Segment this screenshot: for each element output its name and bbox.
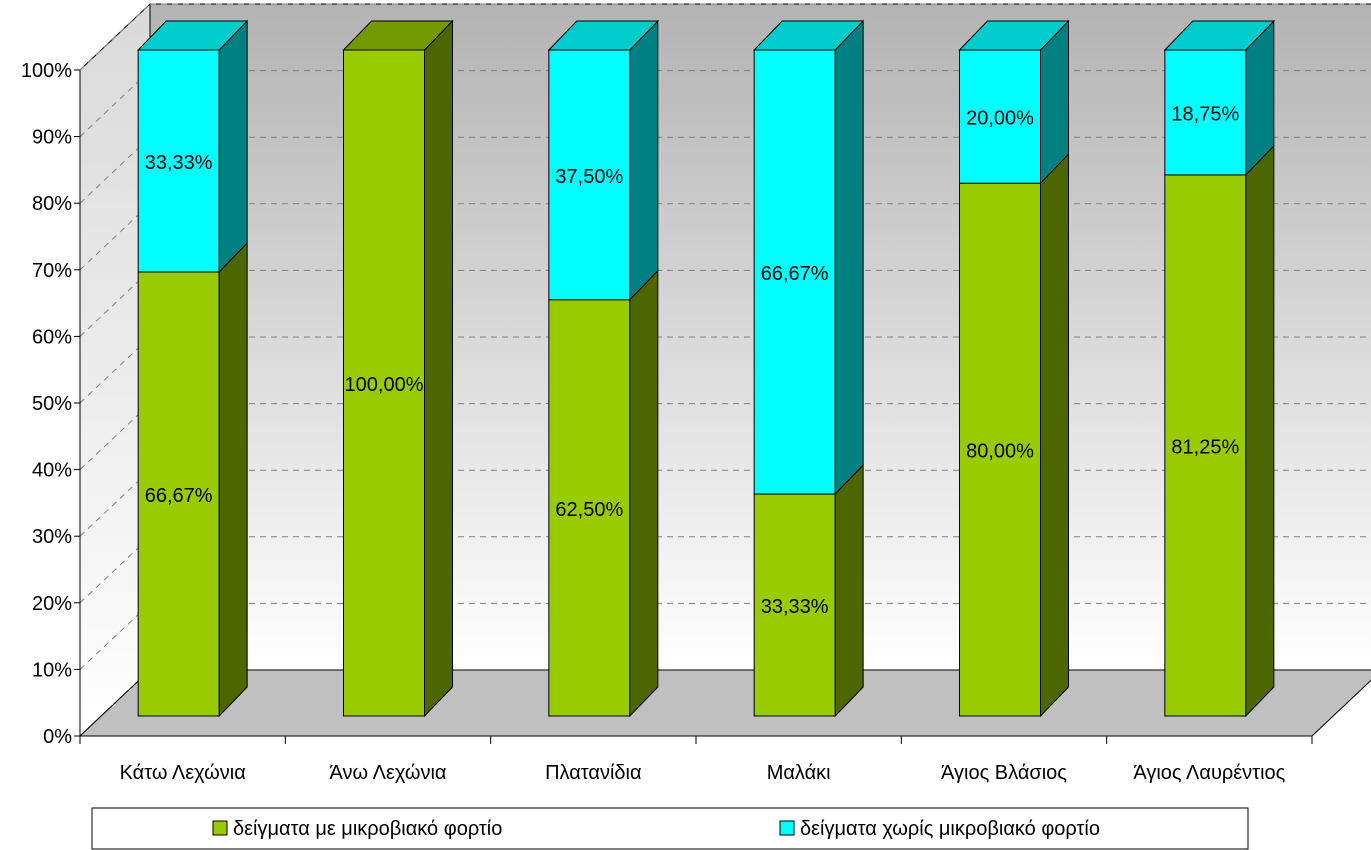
bar-front-without-load: [959, 49, 1041, 184]
y-tick-label: 40%: [32, 460, 72, 482]
data-label: 33,33%: [761, 596, 829, 618]
data-label: 37,50%: [555, 166, 623, 188]
legend-swatch: [779, 820, 795, 836]
legend: δείγματα με μικροβιακό φορτίο δείγματα χω…: [91, 807, 1249, 850]
bar-side-with-load: [1040, 152, 1069, 718]
x-tick-label: Άγιος Βλάσιος: [941, 762, 1067, 784]
data-label: 62,50%: [555, 499, 623, 521]
data-label: 33,33%: [145, 152, 213, 174]
bar-top: [752, 20, 865, 51]
data-label: 81,25%: [1171, 436, 1239, 458]
bar-side-without-load: [218, 19, 248, 274]
bar-front-without-load: [1164, 49, 1247, 176]
bars: [136, 19, 1276, 718]
bar-top: [547, 20, 660, 51]
bar-side-with-load: [629, 269, 659, 718]
bar-top: [1163, 20, 1276, 51]
x-tick-label: Άγιος Λαυρέντιος: [1133, 762, 1285, 784]
bar-side-with-load: [834, 463, 864, 718]
y-tick-label: 30%: [32, 526, 72, 548]
y-tick-label: 0%: [43, 726, 72, 748]
y-tick-label: 10%: [32, 659, 72, 681]
data-label: 80,00%: [966, 441, 1034, 463]
legend-swatch: [212, 820, 228, 836]
bar-front-without-load: [753, 49, 836, 495]
legend-label: δείγματα χωρίς μικροβιακό φορτίο: [800, 818, 1100, 840]
bar-side-with-load: [1245, 144, 1275, 718]
x-tick-label: Άνω Λεχώνια: [330, 762, 447, 784]
bar-front-with-load: [548, 299, 631, 717]
bar-top: [136, 20, 249, 51]
legend-box: [91, 807, 1249, 850]
bar-front-without-load: [137, 49, 220, 273]
x-tick-label: Πλατανίδια: [545, 762, 641, 784]
bar-front-with-load: [1164, 174, 1247, 717]
data-labels: 66,67% 33,33% 100,00% 62,50% 37,50% 33,33% 66,…: [145, 103, 1240, 618]
data-label: 20,00%: [966, 108, 1034, 130]
y-tick-label: 50%: [32, 393, 72, 415]
y-tick-label: 60%: [32, 326, 72, 348]
data-label: 18,75%: [1171, 103, 1239, 125]
bar-front-with-load: [959, 182, 1041, 717]
data-label: 100,00%: [345, 374, 424, 396]
y-tick-label: 80%: [32, 193, 72, 215]
bar-side-without-load: [629, 19, 659, 301]
data-label: 66,67%: [145, 485, 213, 507]
bar-top: [958, 20, 1070, 51]
bar-side-without-load: [834, 19, 864, 496]
bar-side-with-load: [218, 241, 248, 718]
data-label: 66,67%: [761, 263, 829, 285]
bar-side-with-load: [424, 19, 453, 718]
y-tick-label: 20%: [32, 593, 72, 615]
legend-label: δείγματα με μικροβιακό φορτίο: [233, 818, 502, 840]
y-tick-label: 70%: [32, 260, 72, 282]
y-tick-label: 90%: [32, 127, 72, 149]
x-tick-label: Μαλάκι: [767, 762, 831, 784]
axes: 0% 10% 20% 30% 40% 50% 60% 70% 80% 90% 100% Κάτω Λε…: [21, 60, 1313, 784]
bar-top: [342, 20, 454, 51]
gridline-side: [79, 3, 151, 71]
y-tick-label: 100%: [21, 60, 72, 82]
x-tick-label: Κάτω Λεχώνια: [120, 762, 246, 784]
bar-front-with-load: [343, 49, 425, 717]
bar-front-with-load: [137, 271, 220, 717]
